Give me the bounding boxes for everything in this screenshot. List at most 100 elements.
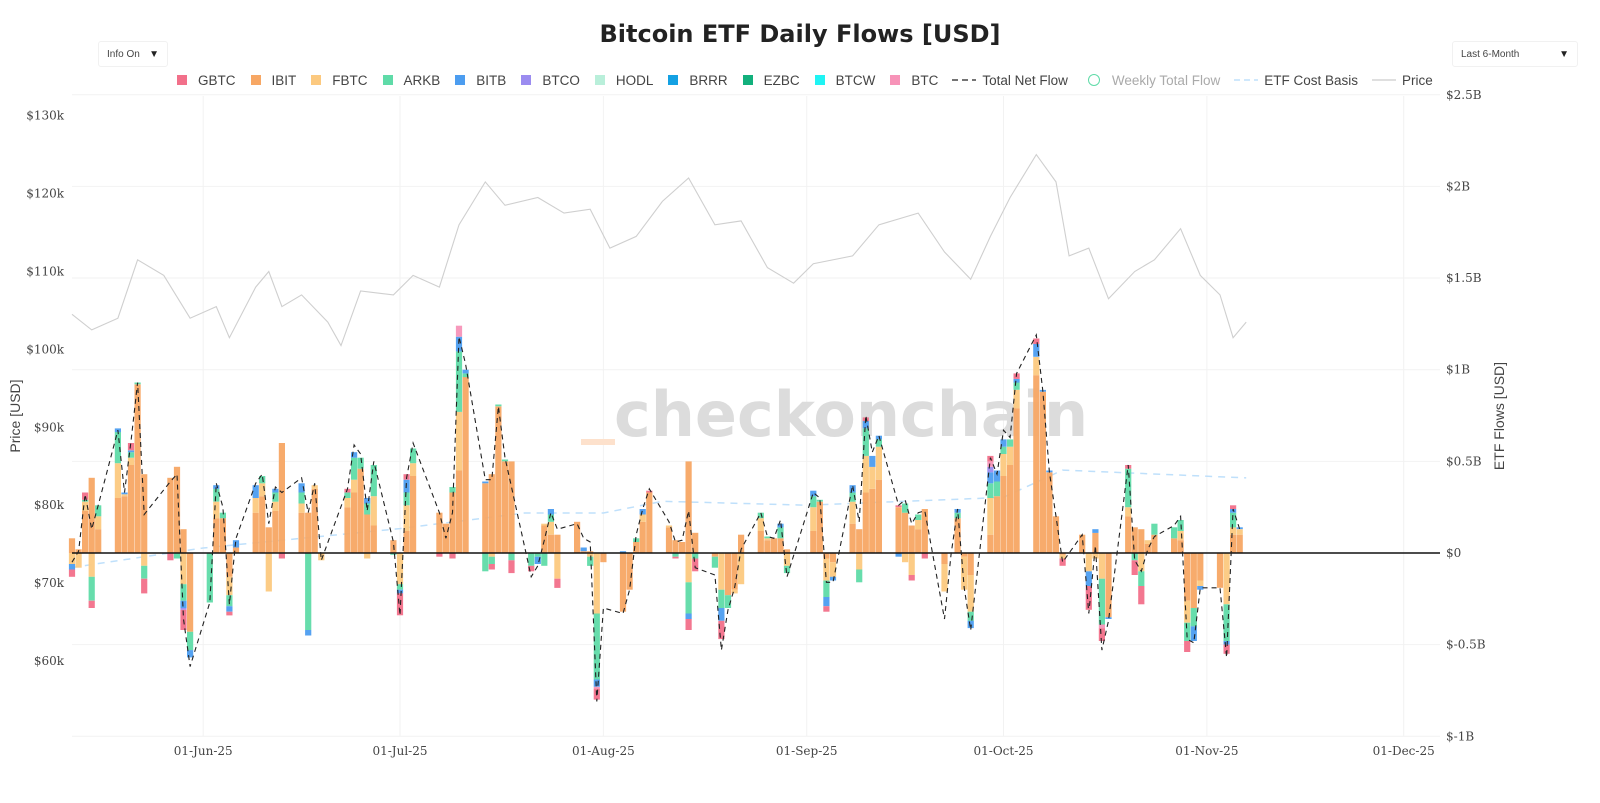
legend-item-fbtc[interactable]: FBTC <box>310 73 368 88</box>
daily-flow-bar[interactable] <box>121 492 128 554</box>
daily-flow-bar[interactable] <box>1230 505 1237 553</box>
daily-flow-bar[interactable] <box>574 521 581 553</box>
daily-flow-bar[interactable] <box>1013 373 1020 553</box>
daily-flow-bar[interactable] <box>455 325 463 553</box>
daily-flow-bar[interactable] <box>410 448 417 554</box>
daily-flow-bar[interactable] <box>921 509 928 559</box>
daily-flow-bar[interactable] <box>396 553 404 616</box>
daily-flow-bar[interactable] <box>941 553 948 592</box>
daily-flow-bar[interactable] <box>298 483 305 553</box>
daily-flow-bar[interactable] <box>167 477 174 561</box>
daily-flow-bar[interactable] <box>462 369 469 553</box>
daily-flow-bar[interactable] <box>1131 527 1138 575</box>
daily-flow-bar[interactable] <box>449 487 456 559</box>
daily-flow-bar[interactable] <box>692 532 699 572</box>
daily-flow-bar[interactable] <box>88 477 95 608</box>
daily-flow-bar[interactable] <box>593 553 600 700</box>
daily-flow-bar[interactable] <box>639 509 646 553</box>
daily-flow-bar[interactable] <box>711 553 718 568</box>
daily-flow-bar[interactable] <box>311 485 318 553</box>
daily-flow-bar[interactable] <box>875 435 882 553</box>
daily-flow-bar[interactable] <box>141 474 148 594</box>
daily-flow-bar[interactable] <box>626 553 633 590</box>
daily-flow-bar[interactable] <box>278 443 285 559</box>
daily-flow-bar[interactable] <box>672 540 679 559</box>
daily-flow-bar[interactable] <box>777 523 784 553</box>
daily-flow-bar[interactable] <box>541 523 548 566</box>
daily-flow-bar[interactable] <box>1046 470 1053 554</box>
daily-flow-bar[interactable] <box>488 474 495 570</box>
daily-flow-bar[interactable] <box>895 505 902 557</box>
daily-flow-bar[interactable] <box>351 452 358 553</box>
daily-flow-bar[interactable] <box>265 527 272 592</box>
daily-flow-bar[interactable] <box>357 457 364 553</box>
daily-flow-bar[interactable] <box>82 492 89 554</box>
daily-flow-bar[interactable] <box>1052 516 1060 553</box>
daily-flow-bar[interactable] <box>528 553 535 572</box>
daily-flow-bar[interactable] <box>501 459 509 554</box>
legend-item-btc[interactable]: BTC <box>889 73 938 88</box>
legend-item-btcw[interactable]: BTCW <box>814 73 875 88</box>
daily-flow-bar[interactable] <box>1144 540 1151 553</box>
daily-flow-bar[interactable] <box>344 488 351 553</box>
daily-flow-bar[interactable] <box>1125 465 1132 553</box>
legend-item-etf-cost-basis[interactable]: ETF Cost Basis <box>1234 73 1358 88</box>
daily-flow-bar[interactable] <box>961 553 968 590</box>
daily-flow-bar[interactable] <box>823 553 830 612</box>
daily-flow-bar[interactable] <box>1085 553 1092 610</box>
daily-flow-bar[interactable] <box>272 488 279 553</box>
daily-flow-bar[interactable] <box>1184 553 1191 652</box>
daily-flow-bar[interactable] <box>554 534 561 588</box>
daily-flow-bar[interactable] <box>987 455 994 553</box>
legend-item-hodl[interactable]: HODL <box>594 73 653 88</box>
legend-item-ezbc[interactable]: EZBC <box>742 73 800 88</box>
daily-flow-bar[interactable] <box>856 529 863 583</box>
daily-flow-bar[interactable] <box>1151 523 1158 553</box>
daily-flow-bar[interactable] <box>1033 338 1040 554</box>
daily-flow-bar[interactable] <box>679 542 686 553</box>
daily-flow-bar[interactable] <box>1092 529 1099 559</box>
daily-flow-bar[interactable] <box>547 509 554 553</box>
daily-flow-bar[interactable] <box>757 512 764 553</box>
daily-flow-bar[interactable] <box>1059 553 1066 566</box>
daily-flow-bar[interactable] <box>206 553 213 603</box>
daily-flow-bar[interactable] <box>764 536 771 554</box>
daily-flow-bar[interactable] <box>619 551 627 612</box>
legend-item-brrr[interactable]: BRRR <box>667 73 728 88</box>
daily-flow-bar[interactable] <box>731 553 738 594</box>
daily-flow-bar[interactable] <box>68 538 76 577</box>
daily-flow-bar[interactable] <box>259 476 266 553</box>
daily-flow-bar[interactable] <box>134 382 141 554</box>
daily-flow-bar[interactable] <box>993 470 1001 554</box>
daily-flow-bar[interactable] <box>902 503 909 563</box>
daily-flow-bar[interactable] <box>1007 439 1014 553</box>
daily-flow-bar[interactable] <box>305 512 312 636</box>
info-toggle-dropdown[interactable]: Info On ▼ <box>98 41 168 67</box>
daily-flow-bar[interactable] <box>967 553 974 629</box>
daily-flow-bar[interactable] <box>1197 553 1204 590</box>
daily-flow-bar[interactable] <box>1079 534 1086 553</box>
daily-flow-bar[interactable] <box>1171 527 1178 553</box>
daily-flow-bar[interactable] <box>482 481 489 572</box>
legend-item-weekly-total-flow[interactable]: Weekly Total Flow <box>1082 73 1220 88</box>
legend-item-bitb[interactable]: BITB <box>454 73 506 88</box>
legend-item-price[interactable]: Price <box>1371 73 1433 88</box>
daily-flow-bar[interactable] <box>685 461 692 630</box>
daily-flow-bar[interactable] <box>849 485 856 553</box>
daily-flow-bar[interactable] <box>1000 439 1007 553</box>
daily-flow-bar[interactable] <box>665 525 673 554</box>
daily-flow-bar[interactable] <box>252 485 259 553</box>
daily-flow-bar[interactable] <box>770 538 777 553</box>
daily-flow-bar[interactable] <box>1138 529 1145 605</box>
daily-flow-bar[interactable] <box>95 505 102 553</box>
daily-flow-bar[interactable] <box>226 553 233 616</box>
daily-flow-bar[interactable] <box>633 538 640 553</box>
daily-flow-bar[interactable] <box>1223 553 1230 654</box>
daily-flow-bar[interactable] <box>869 455 876 553</box>
daily-flow-bar[interactable] <box>954 509 961 553</box>
daily-flow-bar[interactable] <box>646 490 653 553</box>
daily-flow-bar[interactable] <box>370 465 377 553</box>
daily-flow-bar[interactable] <box>127 443 135 553</box>
daily-flow-bar[interactable] <box>783 549 791 574</box>
daily-flow-bar[interactable] <box>1105 553 1112 619</box>
